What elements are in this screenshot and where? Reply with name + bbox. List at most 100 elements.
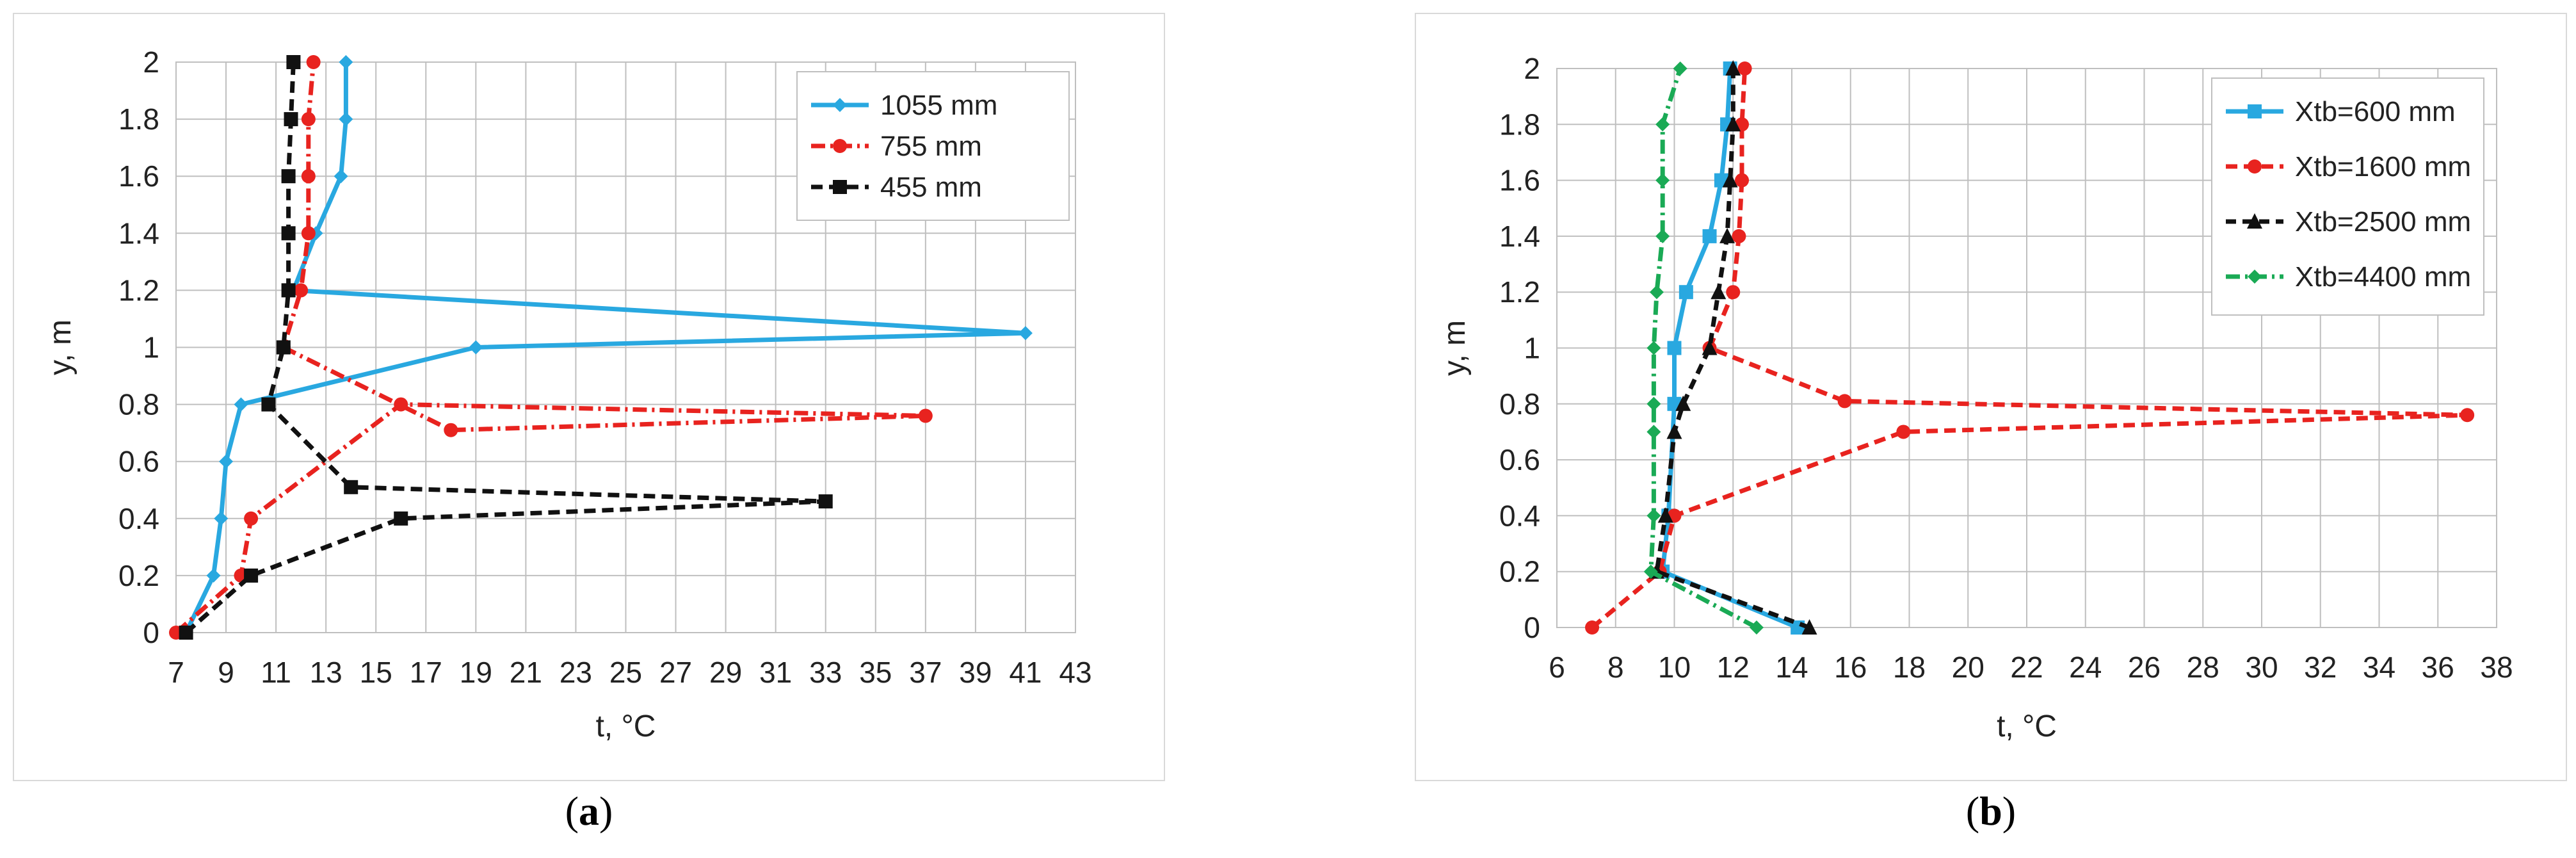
y-tick-label: 1.4 (1499, 220, 1540, 253)
data-point (301, 112, 316, 127)
data-point (1646, 508, 1661, 523)
data-point (1722, 172, 1738, 188)
data-point (1702, 339, 1718, 355)
data-point (1801, 619, 1817, 635)
y-tick-label: 0.8 (118, 388, 159, 421)
data-point (1675, 395, 1691, 411)
y-tick-label: 1 (143, 331, 159, 364)
data-point (339, 55, 353, 69)
y-tick-label: 0.6 (1499, 443, 1540, 476)
data-point (286, 55, 301, 69)
legend-a: 1055 mm 755 mm 455 mm (796, 71, 1070, 221)
data-point (1678, 285, 1693, 300)
data-point (1702, 229, 1717, 243)
legend-label: Xtb=2500 mm (2295, 206, 2471, 238)
data-point (206, 568, 221, 583)
data-point (1666, 423, 1682, 439)
legend-label: Xtb=4400 mm (2295, 261, 2471, 293)
x-tick-label: 10 (1658, 651, 1691, 684)
x-tick-label: 33 (809, 656, 842, 689)
x-tick-label: 18 (1893, 651, 1926, 684)
legend-label: Xtb=1600 mm (2295, 151, 2471, 182)
x-tick-label: 6 (1549, 651, 1565, 684)
data-point (1655, 229, 1670, 243)
data-point (1837, 394, 1852, 409)
x-tick-label: 26 (2128, 651, 2161, 684)
data-point (244, 568, 259, 583)
data-point (1726, 285, 1741, 300)
y-tick-label: 1 (1524, 332, 1540, 365)
data-point (1646, 396, 1661, 411)
data-point (1725, 116, 1741, 132)
x-tick-label: 31 (759, 656, 792, 689)
data-point (344, 480, 358, 494)
data-point (339, 112, 353, 127)
data-point (301, 226, 316, 241)
x-tick-label: 8 (1607, 651, 1624, 684)
data-point (1725, 60, 1741, 76)
data-point (214, 511, 229, 526)
x-tick-label: 39 (959, 656, 992, 689)
series-455-mm (179, 55, 833, 640)
x-tick-label: 38 (2480, 651, 2513, 684)
y-tick-label: 1.6 (1499, 164, 1540, 197)
data-point (1667, 341, 1682, 355)
legend-swatch-marker (833, 98, 847, 112)
y-tick-label: 1.6 (118, 159, 159, 193)
data-point (1643, 564, 1658, 579)
x-tick-label: 30 (2245, 651, 2278, 684)
chart-a: 7 9 11 13 15 17 19 21 23 25 27 29 31 33 35 37 39 41 4300.2… (44, 45, 1092, 743)
data-point (1646, 341, 1661, 355)
data-point (469, 340, 483, 355)
series-line (184, 62, 1028, 634)
data-point (294, 283, 309, 298)
data-point (1735, 173, 1750, 188)
plot-area-b (1556, 68, 2497, 628)
data-point (1585, 620, 1600, 635)
x-tick-label: 32 (2304, 651, 2337, 684)
data-point (1711, 284, 1727, 300)
x-tick-label: 36 (2422, 651, 2454, 684)
legend-label: 455 mm (880, 172, 982, 203)
y-axis-title: y, m (44, 320, 77, 375)
data-point (1737, 61, 1752, 76)
data-point (394, 397, 408, 412)
data-point (179, 626, 193, 640)
x-tick-label: 12 (1717, 651, 1750, 684)
x-tick-label: 16 (1834, 651, 1867, 684)
series-line (174, 61, 928, 635)
data-point (301, 169, 316, 184)
x-tick-label: 7 (168, 656, 184, 689)
data-point (1719, 227, 1735, 243)
x-tick-label: 25 (609, 656, 642, 689)
data-point (1673, 61, 1687, 76)
legend-swatch-marker (2248, 104, 2262, 118)
y-tick-label: 0.4 (118, 502, 159, 535)
plot-area-a (175, 61, 1076, 633)
legend-label: 1055 mm (880, 90, 997, 121)
x-axis-title: t, °C (1997, 709, 2057, 743)
x-tick-label: 17 (410, 656, 442, 689)
series-line (184, 61, 828, 635)
x-tick-label: 19 (460, 656, 492, 689)
data-point (276, 340, 291, 355)
y-tick-label: 0 (1524, 611, 1540, 644)
data-point (281, 169, 296, 184)
x-tick-label: 35 (859, 656, 892, 689)
chart-b: 6 8 10 12 14 16 18 20 22 24 26 28 30 32 34 36 3800.20.40… (1438, 52, 2513, 743)
data-point (1018, 326, 1033, 341)
x-tick-label: 34 (2363, 651, 2395, 684)
x-tick-label: 15 (360, 656, 392, 689)
y-tick-label: 0 (143, 616, 159, 649)
legend-swatch-marker (2247, 213, 2262, 229)
y-tick-label: 0.4 (1499, 499, 1540, 532)
data-point (261, 397, 276, 412)
legend-swatch-marker (2248, 270, 2262, 284)
x-tick-label: 20 (1952, 651, 1984, 684)
y-tick-label: 1.8 (118, 102, 159, 136)
legend-label: Xtb=600 mm (2295, 96, 2456, 127)
y-tick-label: 0.8 (1499, 387, 1540, 421)
x-tick-label: 21 (510, 656, 542, 689)
panel-b-label: (b) (1965, 788, 2017, 834)
